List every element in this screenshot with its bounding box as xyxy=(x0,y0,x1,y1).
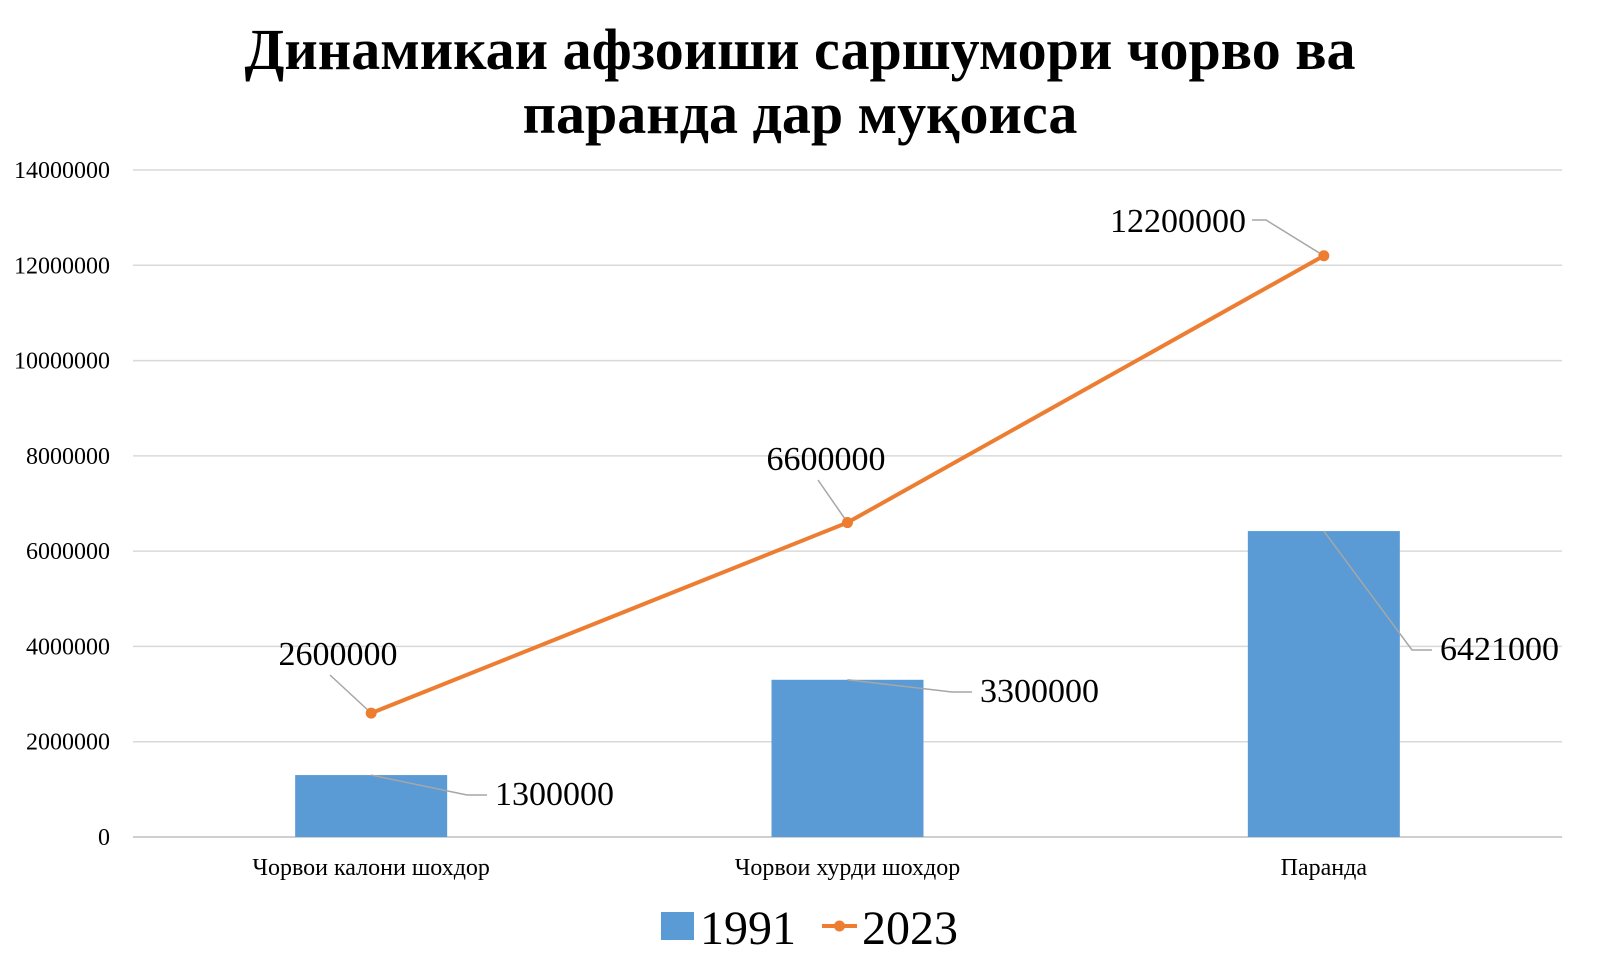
line-data-label: 12200000 xyxy=(1110,203,1246,240)
x-tick-label: Чорвои хурди шохдор xyxy=(735,855,961,881)
chart-title-line-1: Динамикаи афзоиши саршумори чорво ва xyxy=(244,17,1356,82)
line-data-label: 2600000 xyxy=(279,636,398,673)
line-marker-2023 xyxy=(365,707,377,719)
y-tick-label: 10000000 xyxy=(14,349,110,375)
bar-data-label: 1300000 xyxy=(495,776,614,813)
line-2023 xyxy=(370,254,1325,715)
y-tick-label: 14000000 xyxy=(14,158,110,184)
legend-label-1991: 1991 xyxy=(700,902,796,955)
bar-data-label: 3300000 xyxy=(980,673,1099,710)
line-label-leader xyxy=(329,674,372,714)
y-tick-label: 6000000 xyxy=(26,539,110,565)
x-tick-label: Чорвои калони шохдор xyxy=(252,855,490,881)
legend-label-2023: 2023 xyxy=(862,902,958,955)
bar-label-leader xyxy=(847,679,972,693)
bar-1991 xyxy=(771,679,924,837)
x-tick-label: Паранда xyxy=(1281,855,1368,881)
y-tick-label: 12000000 xyxy=(14,253,110,279)
chart-title-line-2: паранда дар муқоиса xyxy=(522,81,1078,146)
bar-1991 xyxy=(295,775,448,837)
y-tick-label: 2000000 xyxy=(26,730,110,756)
legend-swatch-1991 xyxy=(661,912,694,940)
y-tick-label: 4000000 xyxy=(26,634,110,660)
line-label-leader xyxy=(1252,219,1325,257)
y-tick-label: 0 xyxy=(98,825,110,851)
line-data-label: 6600000 xyxy=(767,441,886,478)
bar-label-leader xyxy=(371,774,487,796)
bar-label-leader xyxy=(1323,530,1432,651)
legend-marker-2023 xyxy=(834,920,845,932)
line-label-leader xyxy=(817,479,849,523)
bar-1991 xyxy=(1247,531,1400,837)
bar-data-label: 6421000 xyxy=(1440,631,1559,668)
y-tick-label: 8000000 xyxy=(26,444,110,470)
line-marker-2023 xyxy=(842,517,853,529)
line-marker-2023 xyxy=(1318,250,1330,262)
